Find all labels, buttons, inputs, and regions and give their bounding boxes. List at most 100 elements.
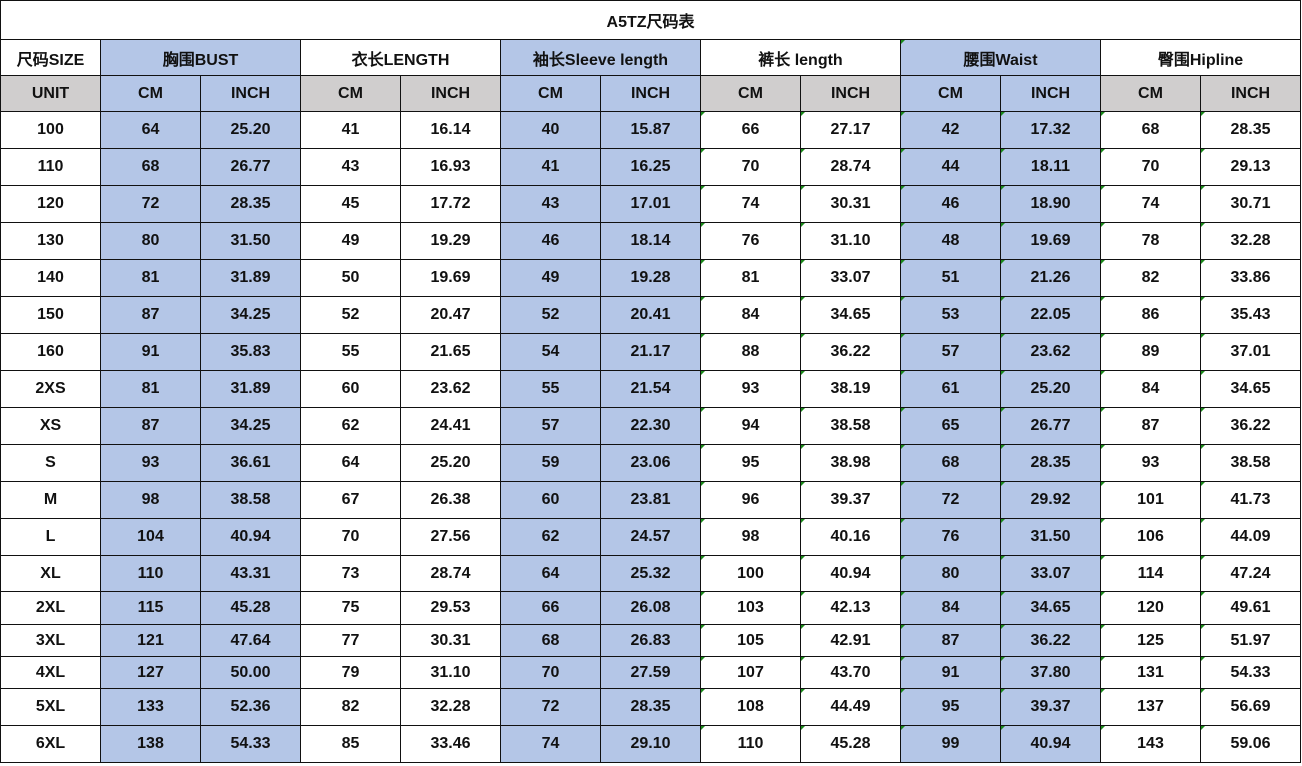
pants-length-cm-cell: 100 [700, 555, 801, 592]
length-inch-cell: 21.65 [400, 333, 501, 371]
pants-length-cm-cell: 88 [700, 333, 801, 371]
length-cm-cell: 67 [300, 481, 401, 519]
table-row: XL 110 43.31 73 28.74 64 25.32 100 40.94 80 33.07 1… [0, 555, 1302, 592]
bust-inch-cell: 34.25 [200, 407, 301, 445]
hipline-inch-cell: 51.97 [1199, 624, 1302, 657]
bust-cm-cell: 80 [100, 222, 201, 260]
pants-length-cm-cell: 95 [700, 444, 801, 482]
length-inch-cell: 24.41 [400, 407, 501, 445]
waist-cm-cell: 99 [900, 725, 1001, 763]
hipline-inch-cell: 36.22 [1199, 407, 1302, 445]
sleeve-inch-cell: 20.41 [600, 296, 701, 334]
sleeve-inch-cell: 26.08 [600, 591, 701, 625]
waist-cm-cell: 61 [900, 370, 1001, 408]
length-cm-cell: 50 [300, 259, 401, 297]
sleeve-cm-cell: 68 [500, 624, 601, 657]
size-header: 尺码SIZE [0, 39, 101, 76]
waist-inch-cell: 23.62 [1000, 333, 1101, 371]
length-inch-cell: 32.28 [400, 688, 501, 726]
bust-cm-cell: 121 [100, 624, 201, 657]
bust-cm-cell: 72 [100, 185, 201, 223]
pants-length-inch-cell: 30.31 [800, 185, 901, 223]
length-cm-cell: 60 [300, 370, 401, 408]
size-cell: 110 [0, 148, 101, 186]
table-row: M 98 38.58 67 26.38 60 23.81 96 39.37 72 29.92 101 4… [0, 481, 1302, 519]
hipline-cm-cell: 101 [1100, 481, 1201, 519]
length-cm-cell: 43 [300, 148, 401, 186]
bust-cm-cell: 138 [100, 725, 201, 763]
waist-inch-cell: 25.20 [1000, 370, 1101, 408]
waist-cm-cell: 91 [900, 656, 1001, 689]
waist-inch-cell: 36.22 [1000, 624, 1101, 657]
pants-length-inch-cell: 42.13 [800, 591, 901, 625]
hipline-cm-cell: 120 [1100, 591, 1201, 625]
bust-inch-cell: 35.83 [200, 333, 301, 371]
waist-cm-cell: 95 [900, 688, 1001, 726]
size-cell: 100 [0, 111, 101, 149]
bust-inch-cell: 52.36 [200, 688, 301, 726]
bust-inch-cell: 45.28 [200, 591, 301, 625]
bust-inch-cell: 36.61 [200, 444, 301, 482]
sleeve-cm-cell: 60 [500, 481, 601, 519]
hipline-inch-cell: 33.86 [1199, 259, 1302, 297]
length-inch-cell: 30.31 [400, 624, 501, 657]
length-inch-cell: 26.38 [400, 481, 501, 519]
length-inch-cell: 16.14 [400, 111, 501, 149]
length-inch-cell: 19.29 [400, 222, 501, 260]
unit-inch-hipline: INCH [1199, 75, 1302, 112]
bust-inch-cell: 40.94 [200, 518, 301, 556]
unit-inch-waist: INCH [1000, 75, 1101, 112]
sleeve-inch-cell: 22.30 [600, 407, 701, 445]
sleeve-cm-cell: 72 [500, 688, 601, 726]
length-inch-cell: 27.56 [400, 518, 501, 556]
sleeve-cm-cell: 49 [500, 259, 601, 297]
waist-inch-cell: 28.35 [1000, 444, 1101, 482]
pants-length-cm-cell: 96 [700, 481, 801, 519]
sleeve-inch-cell: 27.59 [600, 656, 701, 689]
hipline-inch-cell: 59.06 [1199, 725, 1302, 763]
hipline-cm-cell: 93 [1100, 444, 1201, 482]
sleeve-inch-cell: 16.25 [600, 148, 701, 186]
waist-cm-cell: 57 [900, 333, 1001, 371]
size-cell: 140 [0, 259, 101, 297]
length-inch-cell: 19.69 [400, 259, 501, 297]
sleeve-cm-cell: 70 [500, 656, 601, 689]
hipline-cm-cell: 106 [1100, 518, 1201, 556]
unit-cm-hipline: CM [1100, 75, 1201, 112]
pants-length-inch-cell: 38.58 [800, 407, 901, 445]
unit-cm-length: CM [300, 75, 401, 112]
size-cell: XS [0, 407, 101, 445]
length-cm-cell: 79 [300, 656, 401, 689]
sleeve-inch-cell: 24.57 [600, 518, 701, 556]
pants-length-inch-cell: 38.19 [800, 370, 901, 408]
bust-cm-cell: 127 [100, 656, 201, 689]
hipline-inch-cell: 49.61 [1199, 591, 1302, 625]
pants-length-cm-cell: 74 [700, 185, 801, 223]
bust-inch-cell: 34.25 [200, 296, 301, 334]
size-cell: 6XL [0, 725, 101, 763]
sleeve-inch-cell: 28.35 [600, 688, 701, 726]
table-row: XS 87 34.25 62 24.41 57 22.30 94 38.58 65 26.77 87 3… [0, 407, 1302, 445]
table-row: 100 64 25.20 41 16.14 40 15.87 66 27.17 42 17.32 68… [0, 111, 1302, 149]
size-cell: 120 [0, 185, 101, 223]
waist-inch-cell: 21.26 [1000, 259, 1101, 297]
waist-cm-cell: 72 [900, 481, 1001, 519]
unit-cm-bust: CM [100, 75, 201, 112]
table-row: L 104 40.94 70 27.56 62 24.57 98 40.16 76 31.50 106… [0, 518, 1302, 556]
table-row: 160 91 35.83 55 21.65 54 21.17 88 36.22 57 23.62 89… [0, 333, 1302, 371]
pants-length-cm-cell: 98 [700, 518, 801, 556]
pants-length-cm-cell: 105 [700, 624, 801, 657]
waist-inch-cell: 34.65 [1000, 591, 1101, 625]
hipline-cm-cell: 89 [1100, 333, 1201, 371]
length-cm-cell: 62 [300, 407, 401, 445]
size-cell: 4XL [0, 656, 101, 689]
waist-cm-cell: 53 [900, 296, 1001, 334]
size-cell: L [0, 518, 101, 556]
group-header-hipline: 臀围Hipline [1099, 39, 1302, 76]
hipline-inch-cell: 34.65 [1199, 370, 1302, 408]
length-inch-cell: 25.20 [400, 444, 501, 482]
pants-length-inch-cell: 40.16 [800, 518, 901, 556]
hipline-inch-cell: 30.71 [1199, 185, 1302, 223]
waist-cm-cell: 80 [900, 555, 1001, 592]
